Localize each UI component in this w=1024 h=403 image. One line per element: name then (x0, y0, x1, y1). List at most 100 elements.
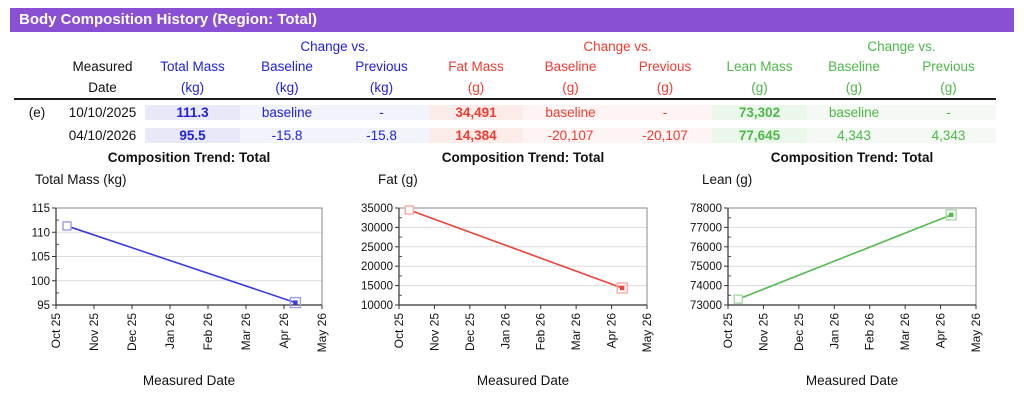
col-header-fm-baseline: Baseline (544, 59, 597, 74)
change-vs-header-lean-mass: Change vs. (867, 39, 936, 54)
svg-text:May 26: May 26 (969, 313, 983, 353)
svg-text:May 26: May 26 (315, 313, 329, 353)
table-units-row: Date (kg) (kg) (kg) (g) (g) (g) (g) (g) … (14, 77, 996, 97)
data-point-marker (293, 300, 298, 305)
svg-text:May 26: May 26 (640, 313, 654, 353)
table-row: 04/10/2026 95.5 -15.8 -15.8 14,384 -20,1… (14, 124, 996, 146)
chart-y-axis-label: Total Mass (kg) (35, 172, 127, 187)
unit-g: (g) (940, 79, 957, 95)
data-point-marker (945, 209, 957, 221)
tm-vs-previous-value: - (334, 104, 429, 120)
svg-text:Apr 26: Apr 26 (934, 313, 948, 349)
svg-text:Dec 25: Dec 25 (463, 313, 477, 351)
lm-vs-baseline-value: baseline (807, 104, 901, 120)
svg-text:10000: 10000 (361, 300, 393, 312)
svg-text:Feb 26: Feb 26 (534, 313, 548, 351)
svg-text:20000: 20000 (361, 261, 393, 273)
svg-text:78000: 78000 (690, 203, 722, 215)
col-header-total-mass: Total Mass (160, 59, 225, 74)
chart-title: Composition Trend: Total (107, 150, 271, 165)
chart-title: Composition Trend: Total (770, 150, 934, 165)
svg-text:Dec 25: Dec 25 (125, 313, 139, 351)
unit-g: (g) (467, 79, 485, 95)
chart-y-axis-label: Lean (g) (702, 172, 753, 187)
table-group-header-row: Change vs. Change vs. Change vs. (14, 37, 996, 56)
svg-text:Jan 26: Jan 26 (498, 313, 512, 349)
fm-vs-baseline-value: -20,107 (523, 127, 618, 143)
unit-g: (g) (656, 79, 674, 95)
col-header-lm-previous: Previous (922, 59, 975, 74)
tm-vs-baseline-value: -15.8 (240, 127, 334, 143)
header-divider (14, 98, 996, 100)
svg-text:110: 110 (32, 227, 50, 239)
data-point-marker (949, 212, 954, 218)
svg-text:Nov 25: Nov 25 (427, 313, 441, 351)
chart-x-axis-label: Measured Date (142, 373, 236, 388)
svg-text:Oct 25: Oct 25 (721, 313, 735, 349)
svg-text:Mar 26: Mar 26 (898, 313, 912, 351)
fm-vs-previous-value: - (618, 104, 712, 120)
unit-kg: (kg) (369, 79, 394, 95)
svg-text:Oct 25: Oct 25 (49, 313, 63, 349)
table-header-row: Measured Total Mass Baseline Previous Fa… (14, 56, 996, 77)
fat-plot: 10000 15000 20000 25000 30000 35000 Oct 25 Nov … (361, 203, 654, 353)
lm-vs-previous-value: 4,343 (901, 127, 996, 143)
total-mass-value: 95.5 (145, 127, 240, 143)
lean-plot: 73000 74000 75000 76000 77000 78000 Oct 25 Nov … (690, 203, 983, 353)
svg-text:Mar 26: Mar 26 (569, 313, 583, 351)
svg-text:74000: 74000 (690, 281, 722, 293)
unit-g: (g) (751, 79, 768, 95)
svg-text:Apr 26: Apr 26 (605, 313, 619, 349)
svg-text:95: 95 (37, 300, 50, 312)
col-header-tm-previous: Previous (355, 59, 408, 74)
page-title: Body Composition History (Region: Total) (10, 8, 1014, 32)
svg-text:Apr 26: Apr 26 (277, 313, 291, 349)
unit-g: (g) (845, 79, 863, 95)
body-composition-table: Change vs. Change vs. Change vs. Measure… (14, 37, 996, 146)
fat-mass-value: 34,491 (429, 104, 523, 120)
svg-text:Nov 25: Nov 25 (87, 313, 101, 351)
fat-mass-value: 14,384 (429, 127, 523, 143)
col-header-measured: Measured (72, 59, 133, 74)
total-mass-value: 111.3 (145, 104, 240, 120)
chart-title: Composition Trend: Total (441, 150, 605, 165)
svg-text:Mar 26: Mar 26 (239, 313, 253, 351)
total-mass-plot: 95 100 105 110 115 Oct 25 Nov 25 Dec 25 Jan 26 Fe… (31, 203, 329, 353)
unit-g: (g) (562, 79, 579, 95)
fat-trend-chart: Composition Trend: Total Fat (g) 10000 15… (355, 150, 665, 400)
tm-vs-previous-value: -15.8 (334, 127, 429, 143)
svg-text:Feb 26: Feb 26 (863, 313, 877, 351)
svg-text:76000: 76000 (690, 242, 722, 254)
svg-text:Oct 25: Oct 25 (392, 313, 406, 349)
unit-kg: (kg) (275, 79, 299, 95)
data-point-marker (733, 294, 743, 304)
chart-y-axis-label: Fat (g) (378, 172, 418, 187)
fm-vs-baseline-value: baseline (523, 104, 618, 120)
lean-mass-value: 77,645 (712, 127, 807, 143)
change-vs-header-fat-mass: Change vs. (583, 39, 652, 54)
svg-text:73000: 73000 (690, 300, 722, 312)
svg-text:Jan 26: Jan 26 (163, 313, 177, 349)
total-mass-trend-chart: Composition Trend: Total Total Mass (kg)… (14, 150, 345, 400)
lean-mass-value: 73,302 (712, 104, 807, 120)
data-point-marker (62, 221, 72, 231)
svg-text:30000: 30000 (361, 222, 393, 234)
data-point-marker (616, 282, 628, 294)
svg-text:Jan 26: Jan 26 (827, 313, 841, 349)
lean-trend-chart: Composition Trend: Total Lean (g) 73000 7… (680, 150, 990, 400)
lm-vs-baseline-value: 4,343 (807, 127, 901, 143)
svg-text:105: 105 (31, 252, 50, 264)
svg-text:Dec 25: Dec 25 (792, 313, 806, 351)
change-vs-header-total-mass: Change vs. (300, 39, 369, 54)
col-header-date: Date (88, 79, 117, 95)
chart-x-axis-label: Measured Date (805, 373, 899, 388)
svg-text:77000: 77000 (690, 222, 722, 234)
svg-text:100: 100 (31, 276, 50, 288)
svg-text:Feb 26: Feb 26 (201, 313, 215, 351)
col-header-lm-baseline: Baseline (828, 59, 880, 74)
svg-text:35000: 35000 (361, 203, 393, 215)
estimated-flag: (e) (28, 104, 46, 120)
fm-vs-previous-value: -20,107 (618, 127, 712, 143)
tm-vs-baseline-value: baseline (240, 104, 334, 120)
